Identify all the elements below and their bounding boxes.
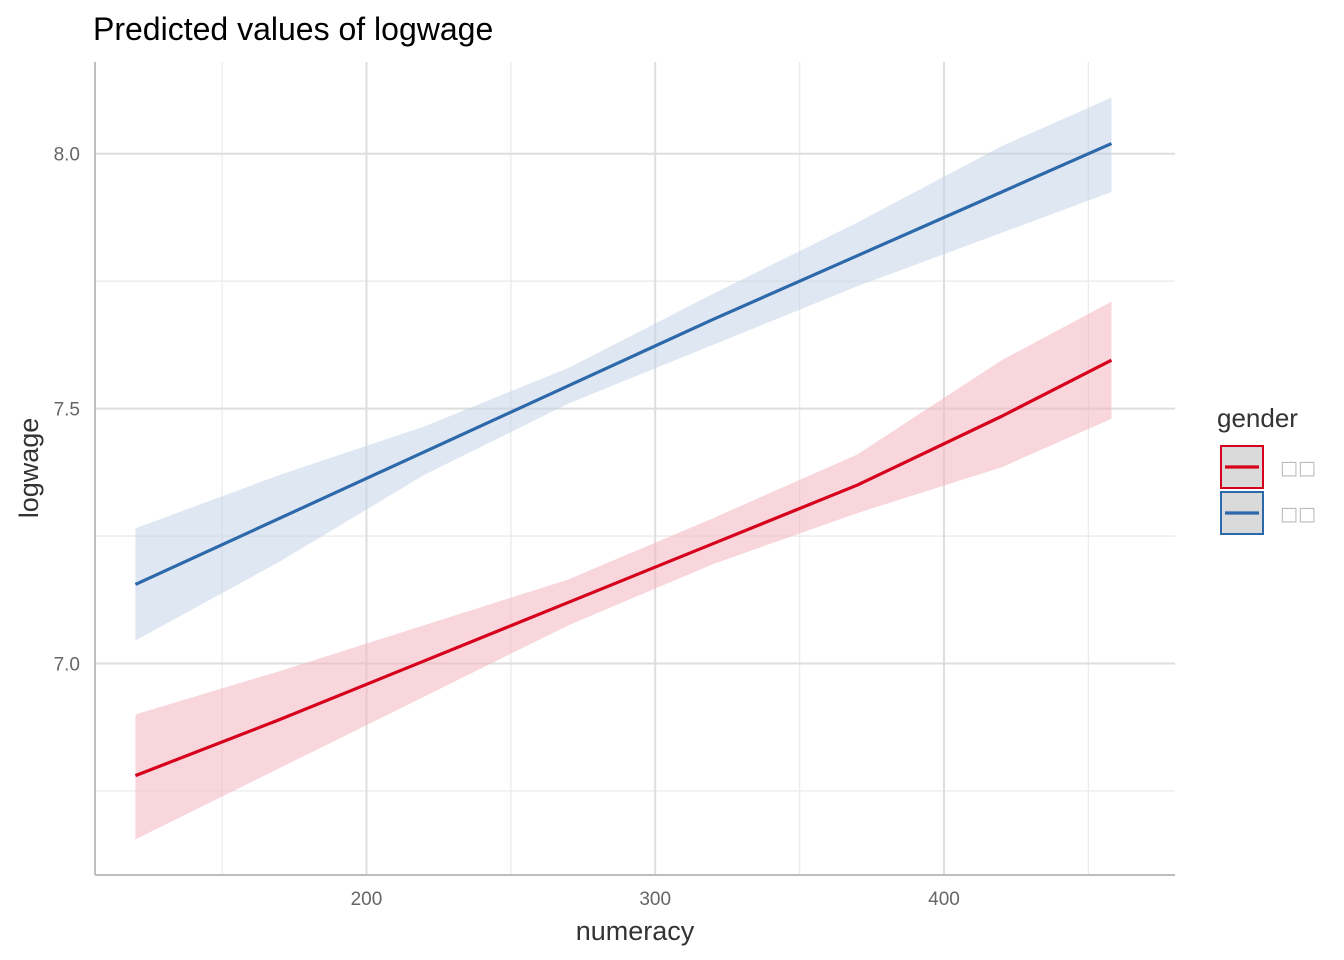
confidence-band-1 xyxy=(135,301,1112,840)
y-tick-label: 7.5 xyxy=(54,400,80,421)
confidence-bands xyxy=(135,97,1112,840)
y-tick-label: 7.0 xyxy=(54,654,80,675)
series-line-1 xyxy=(134,358,1113,778)
legend-items: □□ □□ xyxy=(1220,445,1316,535)
legend-label: □□ xyxy=(1280,457,1316,479)
confidence-band-2 xyxy=(135,97,1112,641)
legend-title: gender xyxy=(1217,403,1298,433)
series-line-2 xyxy=(134,142,1113,586)
legend: gender □□ □□ xyxy=(1217,403,1316,535)
y-axis-title: logwage xyxy=(14,418,44,519)
x-axis-title: numeracy xyxy=(576,916,695,946)
y-tick-label: 8.0 xyxy=(54,145,80,166)
series-lines xyxy=(134,142,1113,778)
chart-title: Predicted values of logwage xyxy=(93,11,493,47)
tick-labels: 200 300 400 7.0 7.5 8.0 xyxy=(54,145,960,910)
axes xyxy=(94,62,1175,876)
x-tick-label: 200 xyxy=(351,889,383,910)
x-tick-label: 400 xyxy=(928,889,960,910)
legend-label: □□ xyxy=(1280,503,1316,525)
x-tick-label: 300 xyxy=(639,889,671,910)
